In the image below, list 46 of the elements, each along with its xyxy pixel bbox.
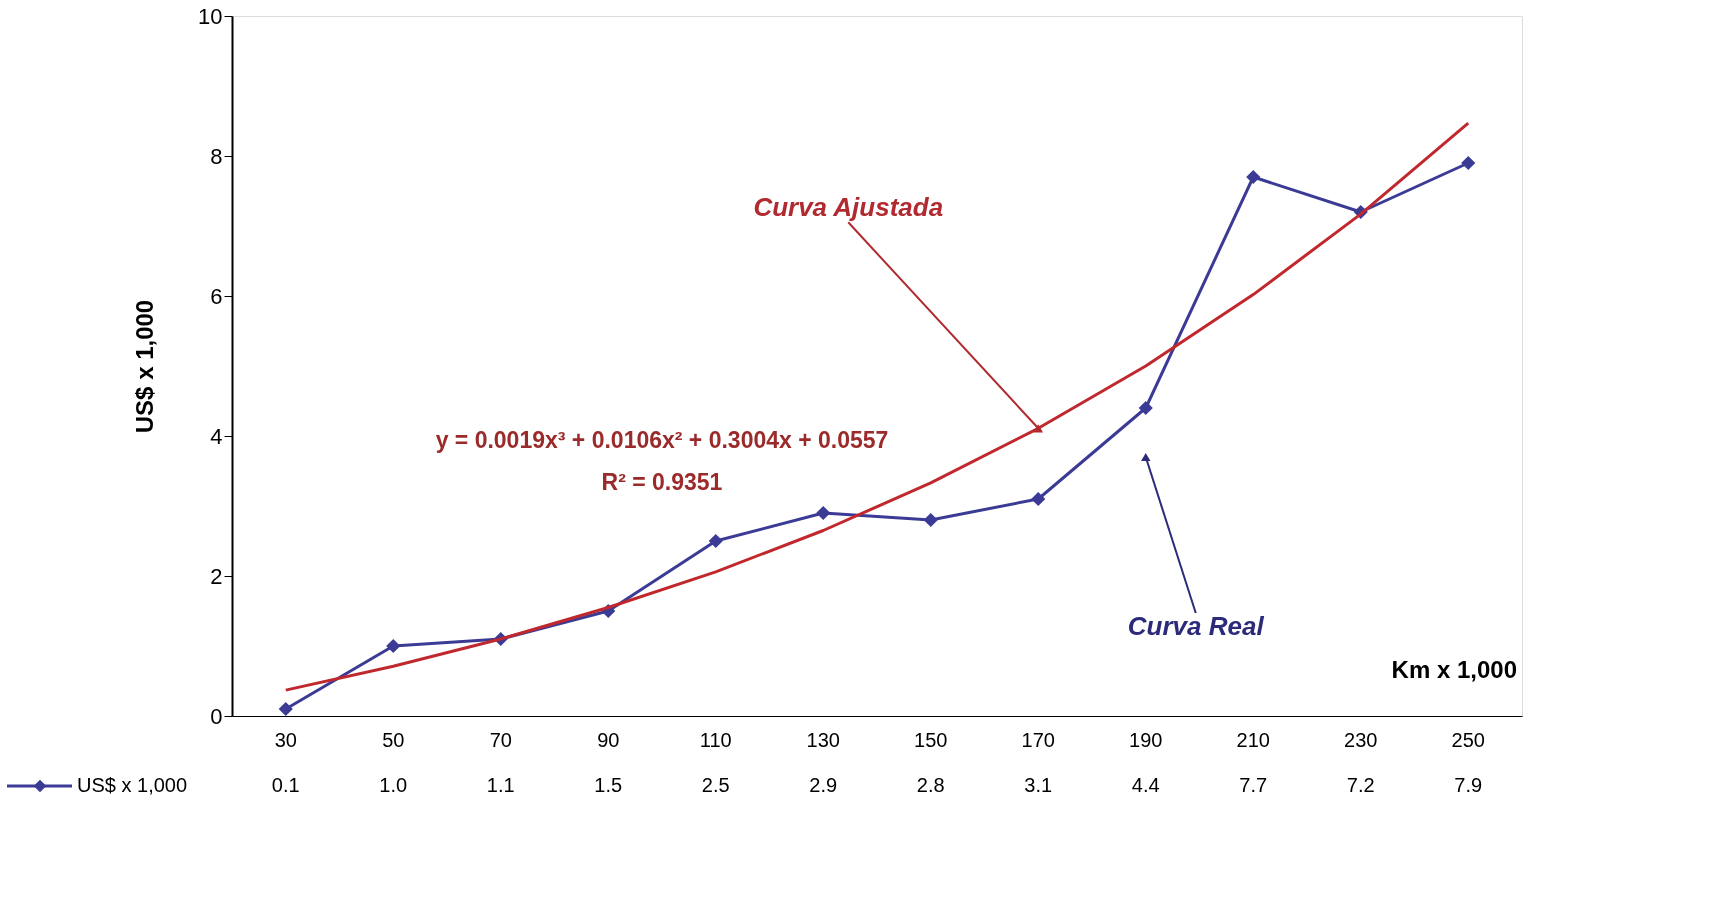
y-tick-label: 4 <box>210 423 223 449</box>
data-label: 1.0 <box>379 774 408 796</box>
data-label: 1.5 <box>594 774 623 796</box>
point <box>278 701 293 717</box>
x-tick-label: 210 <box>1236 728 1270 751</box>
x-tick-label: 230 <box>1344 728 1378 751</box>
point <box>1138 400 1153 416</box>
point <box>708 533 723 549</box>
data-label: 3.1 <box>1024 774 1053 796</box>
x-tick-label: 170 <box>1021 728 1055 751</box>
y-tick-label: 8 <box>210 143 223 169</box>
data-label: 2.8 <box>916 774 945 796</box>
point <box>1461 155 1476 171</box>
x-tick-label: 70 <box>489 728 512 751</box>
y-tick-label: 10 <box>198 3 223 29</box>
data-label: 0.1 <box>271 774 300 796</box>
point <box>386 638 401 654</box>
annotation: Curva Ajustada <box>753 192 944 223</box>
annotation: R² = 0.9351 <box>601 469 723 495</box>
data-label: 2.5 <box>701 774 730 796</box>
annotation: Curva Real <box>1127 611 1265 641</box>
x-tick-label: 250 <box>1451 728 1485 751</box>
y-tick-label: 6 <box>210 283 223 309</box>
point <box>923 512 938 528</box>
x-tick-label: 30 <box>274 728 297 751</box>
y-tick-label: 0 <box>210 703 223 729</box>
data-label: 4.4 <box>1131 774 1160 796</box>
x-tick-label: 130 <box>806 728 840 751</box>
x-tick-label: 110 <box>699 728 732 751</box>
point <box>1246 169 1261 185</box>
annotation: y = 0.0019x³ + 0.0106x² + 0.3004x + 0.0557 <box>435 427 889 453</box>
data-label: 2.9 <box>809 774 838 796</box>
data-label: 7.7 <box>1239 774 1268 796</box>
x-tick-label: 190 <box>1129 728 1163 751</box>
x-tick-label: 150 <box>914 728 948 751</box>
x-axis-title: Km x 1,000 <box>1391 656 1517 683</box>
x-tick-label: 50 <box>382 728 405 751</box>
data-label: 7.9 <box>1454 774 1483 796</box>
y-tick-label: 2 <box>210 563 223 589</box>
data-label: 7.2 <box>1346 774 1375 796</box>
point <box>1031 491 1046 507</box>
data-label: 1.1 <box>486 774 515 796</box>
point <box>816 505 831 521</box>
x-tick-label: 90 <box>597 728 620 751</box>
legend-label: US$ x 1,000 <box>77 774 188 796</box>
y-axis-title: US$ x 1,000 <box>131 299 159 434</box>
